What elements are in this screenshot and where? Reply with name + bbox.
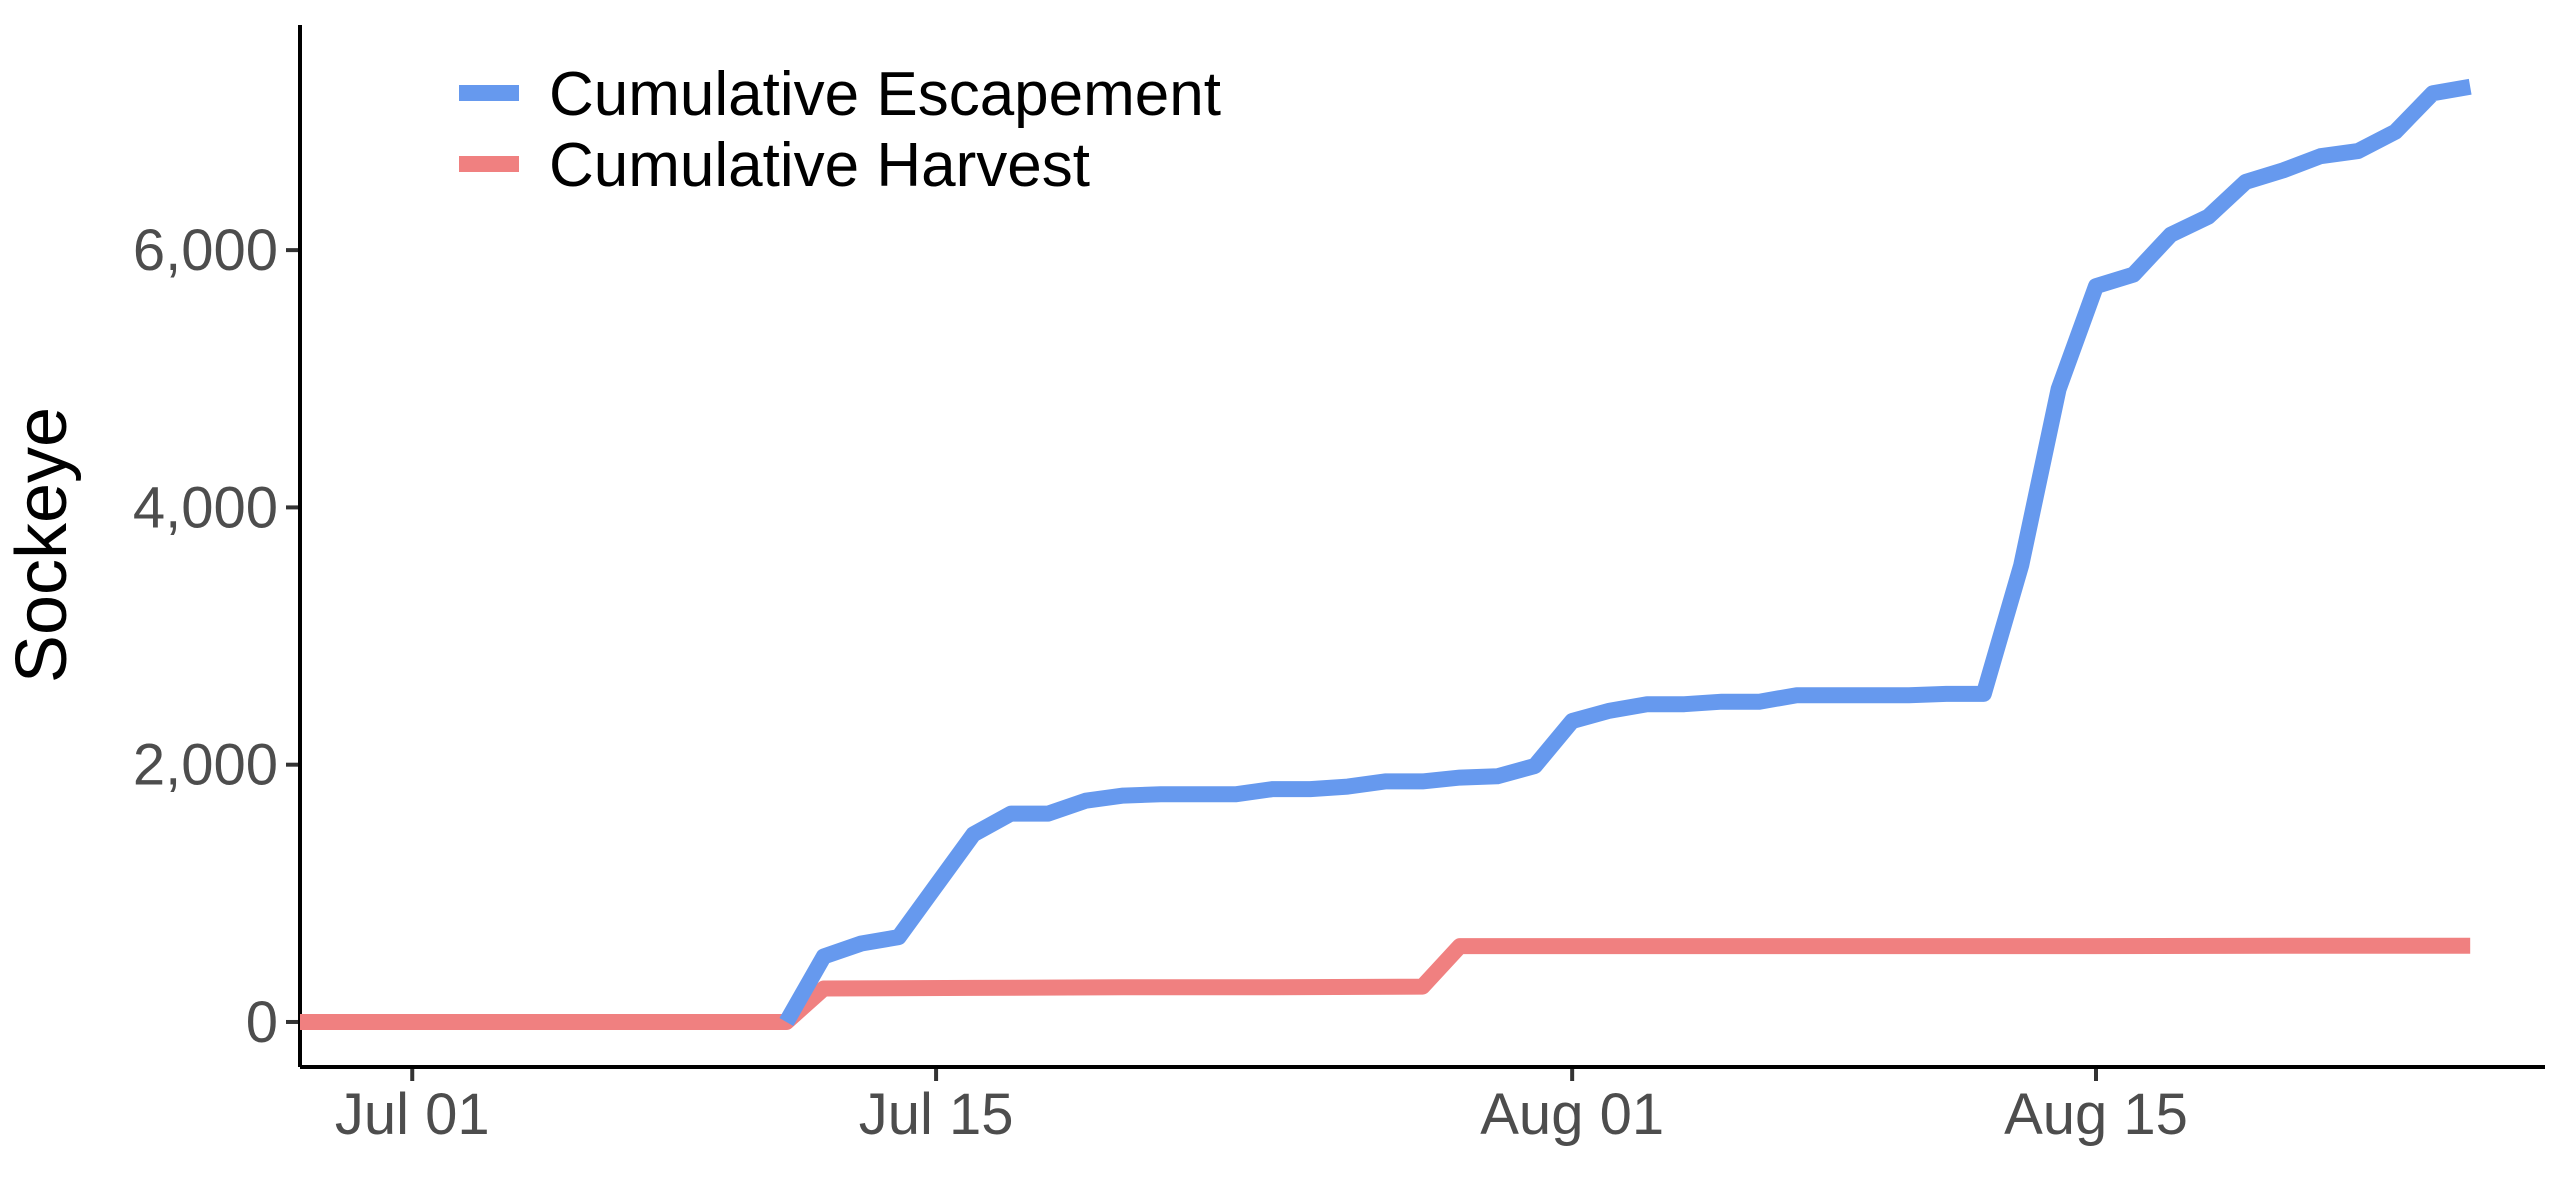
y-tick-label: 4,000 xyxy=(133,475,278,540)
y-ticks xyxy=(286,248,300,1024)
legend-item-cumulative-harvest: Cumulative Harvest xyxy=(459,131,1090,200)
x-tick-label: Jul 01 xyxy=(335,1082,490,1147)
y-axis-title: Sockeye xyxy=(2,407,82,683)
x-ticks xyxy=(410,1067,2098,1081)
legend-label: Cumulative Harvest xyxy=(549,131,1090,200)
x-tick-labels: Jul 01 Jul 15 Aug 01 Aug 15 xyxy=(335,1082,2188,1147)
series-layer xyxy=(300,78,2472,1030)
x-tick-label: Aug 15 xyxy=(2004,1082,2188,1147)
series-line-cumulative-harvest xyxy=(300,937,2471,1030)
x-tick-label: Aug 01 xyxy=(1480,1082,1664,1147)
y-tick-label: 0 xyxy=(246,990,278,1055)
x-tick-label: Jul 15 xyxy=(859,1082,1014,1147)
series-line-cumulative-escapement xyxy=(779,78,2472,1026)
y-tick-label: 6,000 xyxy=(133,218,278,283)
legend-label: Cumulative Escapement xyxy=(549,60,1221,129)
legend-item-cumulative-escapement: Cumulative Escapement xyxy=(459,60,1221,129)
y-tick-labels: 0 2,000 4,000 6,000 xyxy=(133,218,278,1055)
y-tick-label: 2,000 xyxy=(133,733,278,798)
